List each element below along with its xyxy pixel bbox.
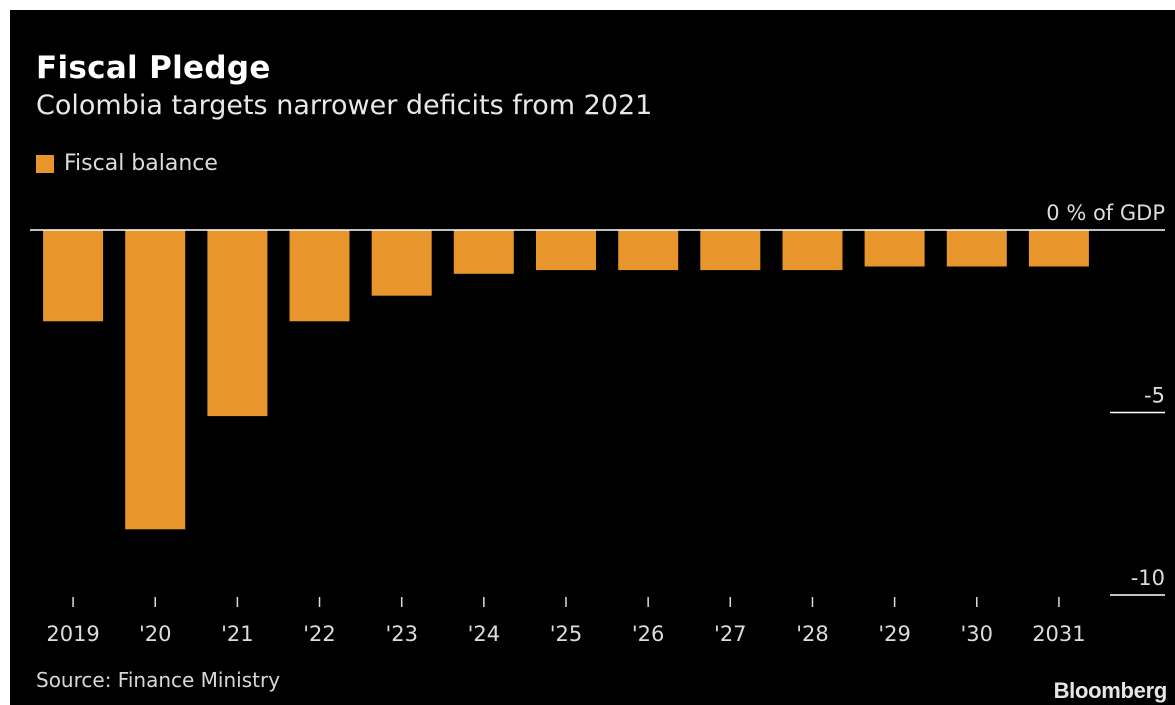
chart-panel: Fiscal Pledge Colombia targets narrower …	[10, 10, 1175, 705]
x-tick-label-9: '28	[796, 622, 829, 646]
x-tick-label-8: '27	[714, 622, 747, 646]
y-tick-label-0: 0 % of GDP	[1046, 201, 1165, 225]
x-tick-label-0: 2019	[46, 622, 99, 646]
bar-1	[125, 230, 186, 530]
bar-8	[700, 230, 761, 271]
bar-chart: 0 % of GDP -5 -10 2019 '20 '21 '22 '23 '24 '25 '26…	[30, 201, 1165, 646]
x-tick-label-12: 2031	[1032, 622, 1085, 646]
chart-subtitle: Colombia targets narrower deficits from …	[36, 90, 653, 121]
x-tick-label-2: '21	[221, 622, 254, 646]
x-tick-label-10: '29	[878, 622, 911, 646]
x-tick-label-11: '30	[961, 622, 994, 646]
y-tick-label-2: -10	[1131, 566, 1165, 590]
legend-swatch	[36, 154, 54, 173]
bar-11	[946, 230, 1007, 267]
bar-5	[453, 230, 514, 274]
bar-6	[536, 230, 596, 271]
legend: Fiscal balance	[36, 151, 218, 176]
bar-10	[864, 230, 925, 267]
bar-2	[207, 230, 268, 417]
legend-label: Fiscal balance	[64, 151, 218, 176]
y-tick-label-1: -5	[1144, 384, 1165, 408]
source-note: Source: Finance Ministry	[36, 668, 281, 692]
x-tick-label-4: '23	[385, 622, 418, 646]
bar-9	[782, 230, 843, 271]
bar-0	[43, 230, 104, 322]
x-tick-label-1: '20	[139, 622, 172, 646]
bar-7	[618, 230, 679, 271]
bar-4	[371, 230, 432, 296]
bar-3	[289, 230, 350, 322]
x-tick-label-3: '22	[303, 622, 336, 646]
x-tick-label-5: '24	[468, 622, 501, 646]
chart-title: Fiscal Pledge	[36, 50, 271, 86]
x-tick-label-6: '25	[550, 622, 583, 646]
bloomberg-logo: Bloomberg	[1053, 678, 1168, 703]
bar-12	[1028, 230, 1089, 267]
x-tick-label-7: '26	[632, 622, 665, 646]
